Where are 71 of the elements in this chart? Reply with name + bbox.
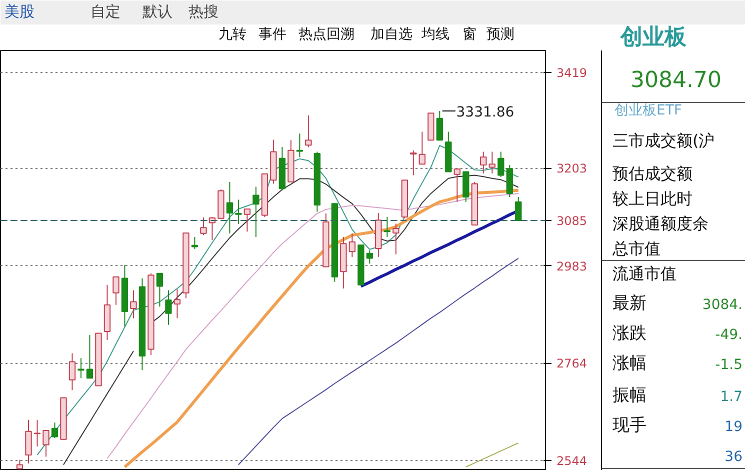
candlestick (226, 181, 234, 234)
text: 创业板ETF (614, 102, 682, 118)
candlestick (454, 168, 460, 202)
candlestick (392, 223, 400, 255)
text: 事件 (258, 26, 286, 42)
text: 热点回溯 (298, 26, 354, 42)
text: 热搜 (188, 2, 218, 20)
text: 振幅 (612, 386, 646, 406)
text: 三市成交额(沪 (612, 131, 715, 150)
text: 较上日此时 (612, 189, 692, 208)
candlestick (16, 459, 24, 470)
text: 均线 (420, 26, 450, 42)
y-tick-label: 2983 (556, 259, 588, 274)
text: 1.7 (720, 389, 742, 405)
text: 现手 (612, 416, 646, 436)
candlestick (488, 151, 496, 174)
line-series (465, 442, 519, 468)
candlestick (112, 276, 120, 306)
text: 19 (724, 419, 743, 435)
candlestick (252, 186, 260, 238)
candlestick (130, 290, 137, 319)
annotation: 3331.86 (456, 104, 514, 120)
text: 涨幅 (612, 354, 646, 374)
candlestick (200, 216, 207, 236)
candlestick (174, 288, 181, 319)
candlestick (515, 196, 522, 222)
candlestick (418, 131, 426, 165)
text: 总市值 (612, 239, 660, 258)
candlestick (296, 133, 304, 158)
text: 创业板 (620, 25, 688, 50)
text: 3084. (702, 297, 743, 313)
text: 预测 (486, 26, 514, 42)
text: 涨跌 (612, 324, 646, 344)
y-tick-label: 2764 (556, 356, 588, 371)
candlestick (436, 110, 443, 141)
candlestick (410, 150, 417, 176)
text: -1.5 (715, 357, 743, 373)
y-tick-label: 2544 (556, 454, 588, 468)
candlestick (42, 430, 50, 458)
candlestick (86, 334, 94, 379)
candlestick (68, 352, 76, 391)
text: 加自选 (370, 26, 412, 42)
line-series (238, 258, 519, 466)
candlestick (498, 151, 504, 178)
text: 预估成交额 (612, 164, 692, 183)
text: 36 (724, 449, 743, 465)
y-tick-label: 3419 (556, 66, 588, 80)
text: 窗 (462, 26, 476, 42)
candlestick (244, 208, 251, 232)
candlestick (480, 151, 487, 174)
text: 九转 (218, 26, 246, 42)
candlestick (156, 272, 164, 308)
candlestick (51, 422, 58, 439)
y-tick-label: 3203 (556, 162, 588, 176)
text: 3084.70 (630, 68, 722, 93)
text: 流通市值 (612, 264, 676, 283)
candlestick (165, 290, 172, 326)
text: 自定 (90, 2, 120, 20)
text: 美股 (4, 2, 34, 20)
text: 深股通额度余 (612, 214, 708, 233)
candlestick (25, 419, 32, 464)
text: 默认 (142, 2, 172, 20)
text: -49. (715, 327, 743, 343)
text: 最新 (612, 294, 646, 314)
candlestick (305, 114, 312, 148)
candlestick (348, 232, 356, 258)
candlestick (235, 199, 242, 225)
y-tick-label: 3085 (556, 214, 588, 228)
candlestick (34, 419, 41, 448)
candlestick (191, 236, 198, 250)
candlestick (366, 250, 374, 264)
